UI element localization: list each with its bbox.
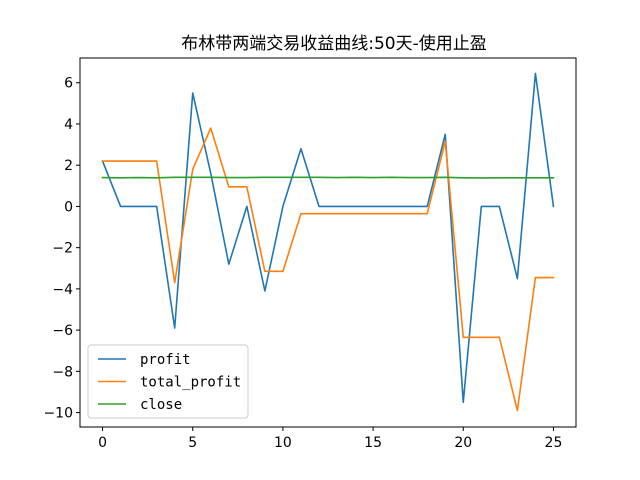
legend-label-profit: profit	[140, 352, 191, 368]
y-tick-label: −8	[52, 364, 73, 380]
y-axis: −10 −8 −6 −4 −2 0 2 4 6	[43, 76, 80, 422]
series-line-total-profit	[101, 127, 555, 412]
y-tick-label: 4	[64, 117, 73, 133]
series-line-close	[101, 176, 555, 179]
y-tick-label: 6	[64, 76, 73, 92]
legend-label-close: close	[140, 397, 182, 413]
series-line-profit	[101, 72, 555, 404]
y-tick-label: −6	[52, 323, 73, 339]
y-tick-label: −4	[52, 282, 73, 298]
x-tick-label: 5	[188, 435, 197, 451]
legend-label-total-profit: total_profit	[140, 375, 241, 391]
x-tick-label: 15	[364, 435, 382, 451]
chart-title: 布林带两端交易收益曲线:50天-使用止盈	[181, 33, 487, 54]
y-tick-label: 0	[64, 199, 73, 215]
plot-area	[79, 57, 577, 428]
y-tick-label: 2	[64, 158, 73, 174]
x-axis: 0 5 10 15 20 25	[98, 427, 562, 451]
x-tick-label: 25	[545, 435, 563, 451]
x-tick-label: 10	[274, 435, 292, 451]
x-tick-label: 20	[454, 435, 472, 451]
y-tick-label: −2	[52, 241, 73, 257]
plot-frame	[79, 57, 577, 428]
x-tick-label: 0	[98, 435, 107, 451]
legend-box	[87, 344, 249, 419]
y-tick-label: −10	[43, 406, 73, 422]
